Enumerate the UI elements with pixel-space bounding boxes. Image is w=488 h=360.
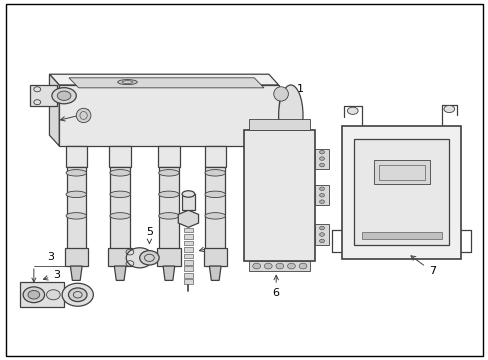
Circle shape: [319, 163, 324, 167]
Bar: [183, 228, 192, 232]
Text: 3: 3: [47, 252, 54, 262]
Ellipse shape: [158, 170, 179, 176]
Bar: [109, 146, 131, 167]
Ellipse shape: [66, 191, 86, 198]
Ellipse shape: [346, 107, 357, 114]
Bar: [110, 167, 130, 252]
Ellipse shape: [52, 87, 76, 104]
Circle shape: [319, 200, 324, 203]
Bar: [108, 248, 132, 266]
Polygon shape: [163, 266, 174, 280]
Polygon shape: [178, 210, 198, 227]
Bar: [183, 273, 192, 278]
Bar: [159, 167, 178, 252]
Circle shape: [287, 263, 295, 269]
Circle shape: [62, 283, 93, 306]
Circle shape: [264, 263, 272, 269]
Circle shape: [46, 290, 60, 300]
Circle shape: [140, 251, 159, 265]
Bar: [353, 139, 448, 244]
Circle shape: [275, 263, 283, 269]
Bar: [158, 146, 179, 167]
Ellipse shape: [204, 191, 225, 198]
Text: 3: 3: [43, 270, 60, 280]
Bar: [183, 234, 192, 239]
Circle shape: [319, 239, 324, 243]
Circle shape: [319, 150, 324, 154]
Bar: [203, 248, 226, 266]
Bar: [378, 165, 424, 180]
Circle shape: [252, 263, 260, 269]
Text: 2: 2: [199, 241, 218, 252]
Bar: [157, 248, 180, 266]
Text: 6: 6: [272, 275, 279, 298]
Ellipse shape: [110, 191, 130, 198]
Polygon shape: [49, 74, 278, 85]
Text: 4: 4: [61, 109, 89, 121]
Bar: [183, 279, 192, 284]
Polygon shape: [30, 85, 57, 107]
Polygon shape: [69, 78, 264, 88]
Ellipse shape: [204, 213, 225, 219]
Bar: [182, 194, 194, 210]
Ellipse shape: [278, 85, 303, 146]
Bar: [249, 261, 310, 271]
Ellipse shape: [126, 248, 153, 268]
Ellipse shape: [57, 91, 71, 100]
Ellipse shape: [273, 87, 288, 101]
Bar: [249, 119, 310, 130]
Circle shape: [23, 287, 44, 303]
Polygon shape: [49, 74, 59, 146]
Ellipse shape: [66, 213, 86, 219]
Circle shape: [319, 157, 324, 161]
Circle shape: [28, 291, 40, 299]
Bar: [373, 160, 429, 184]
Bar: [183, 266, 192, 271]
Bar: [315, 225, 328, 244]
Ellipse shape: [182, 191, 194, 197]
Ellipse shape: [118, 80, 137, 85]
Bar: [183, 240, 192, 245]
Ellipse shape: [158, 213, 179, 219]
Bar: [205, 167, 224, 252]
Bar: [183, 247, 192, 252]
Text: 1: 1: [282, 84, 304, 95]
Ellipse shape: [110, 170, 130, 176]
Bar: [315, 149, 328, 168]
Bar: [244, 130, 315, 261]
Text: 7: 7: [410, 256, 435, 276]
Polygon shape: [59, 85, 278, 146]
Bar: [20, 282, 64, 307]
Bar: [183, 253, 192, 258]
Text: 5: 5: [145, 227, 153, 243]
Ellipse shape: [66, 170, 86, 176]
Ellipse shape: [110, 213, 130, 219]
Bar: [315, 185, 328, 205]
Circle shape: [319, 233, 324, 236]
Polygon shape: [209, 266, 221, 280]
Bar: [204, 146, 225, 167]
Circle shape: [319, 193, 324, 197]
Bar: [64, 248, 88, 266]
Circle shape: [319, 187, 324, 190]
Circle shape: [68, 288, 87, 302]
Ellipse shape: [204, 170, 225, 176]
Bar: [341, 126, 461, 259]
Bar: [361, 232, 441, 239]
Bar: [183, 260, 192, 265]
Polygon shape: [114, 266, 126, 280]
Bar: [65, 146, 87, 167]
Polygon shape: [70, 266, 82, 280]
Bar: [66, 167, 86, 252]
Ellipse shape: [443, 105, 454, 113]
Ellipse shape: [76, 108, 91, 123]
Ellipse shape: [158, 191, 179, 198]
Circle shape: [299, 263, 306, 269]
Circle shape: [319, 226, 324, 230]
